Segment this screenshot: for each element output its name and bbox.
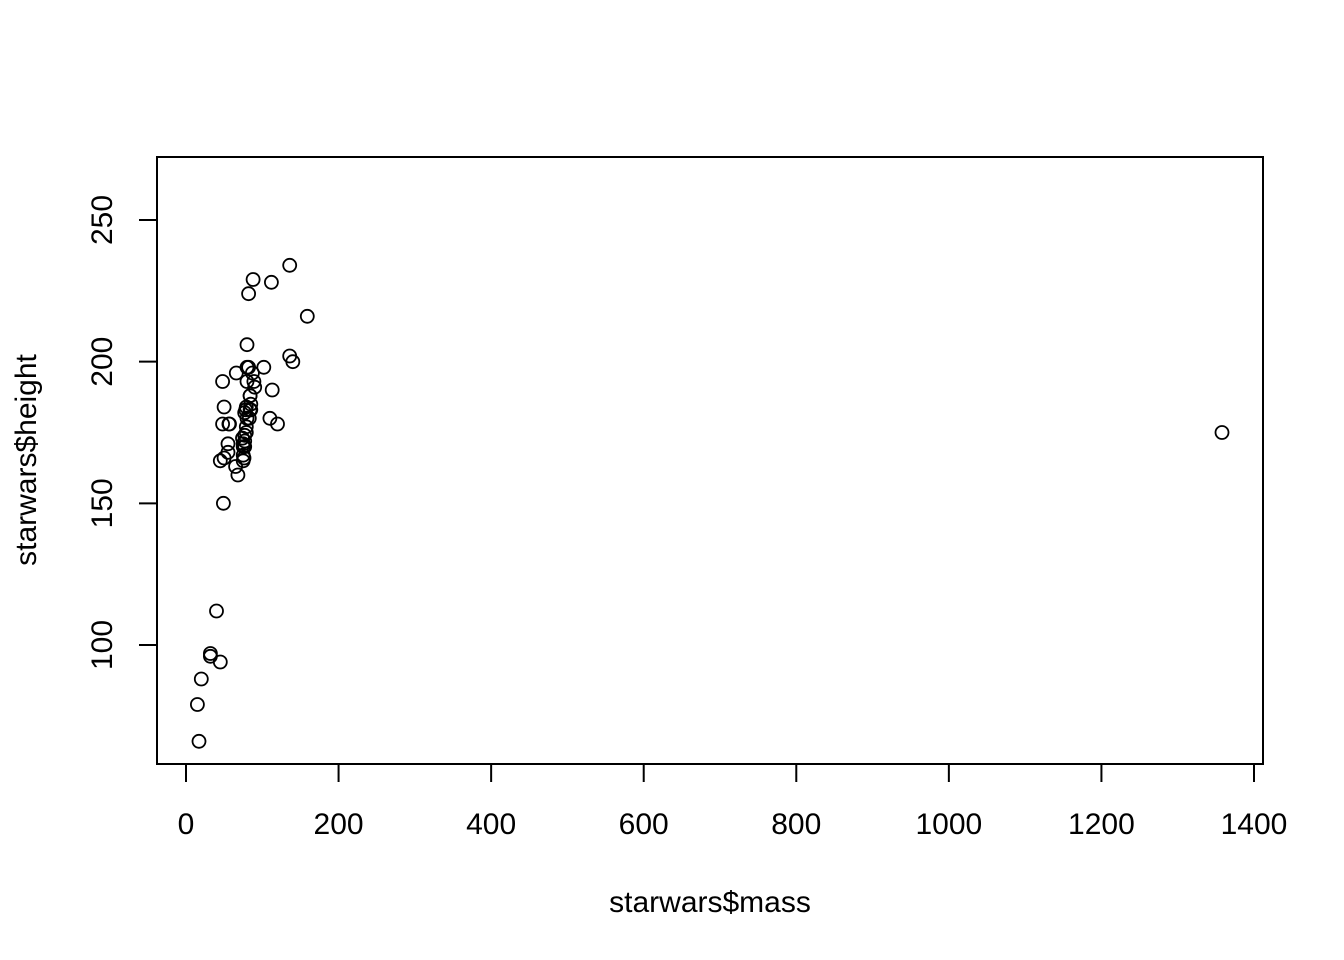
data-point — [282, 257, 298, 273]
data-point — [236, 450, 252, 466]
x-tick-label: 1000 — [915, 808, 982, 841]
data-point — [202, 646, 218, 661]
data-point — [209, 603, 224, 619]
data-point — [256, 359, 272, 375]
data-point — [264, 382, 280, 398]
data-point — [215, 416, 231, 432]
x-tick-label: 200 — [314, 808, 364, 841]
x-tick-label: 800 — [771, 808, 821, 841]
data-point — [222, 416, 237, 432]
data-point — [220, 444, 236, 460]
y-tick-label: 100 — [86, 620, 119, 670]
data-point — [245, 272, 261, 287]
data-point — [193, 671, 209, 687]
data-point — [212, 453, 228, 469]
x-tick-label: 400 — [466, 808, 516, 841]
data-point — [239, 374, 255, 389]
data-point — [238, 419, 254, 435]
data-point — [230, 467, 246, 483]
data-point — [241, 286, 257, 302]
y-tick-label: 200 — [86, 337, 119, 387]
data-point — [228, 459, 244, 474]
points-layer — [189, 257, 1230, 749]
y-tick-label: 250 — [86, 195, 119, 245]
data-point — [235, 436, 251, 452]
data-point — [285, 354, 301, 370]
data-point — [212, 654, 228, 670]
data-point — [1214, 425, 1230, 440]
x-tick-label: 600 — [619, 808, 669, 841]
data-point — [262, 410, 278, 426]
y-axis-title: starwars$height — [10, 353, 43, 565]
data-point — [299, 308, 315, 324]
data-point — [246, 374, 262, 389]
data-point — [220, 436, 236, 452]
data-point — [191, 733, 207, 749]
plot-frame — [156, 156, 1264, 765]
data-point — [216, 399, 232, 415]
data-point — [215, 374, 231, 389]
x-axis: 0 200 400 600 800 1000 1200 1400 — [178, 763, 1288, 841]
y-axis: 100 150 200 250 — [86, 195, 158, 670]
data-point — [239, 337, 255, 353]
data-point — [263, 274, 279, 290]
data-point — [237, 427, 253, 443]
data-point — [238, 399, 254, 415]
y-tick-label: 150 — [86, 478, 119, 528]
x-tick-label: 0 — [178, 808, 195, 841]
x-axis-title: starwars$mass — [609, 886, 811, 919]
x-tick-label: 1200 — [1068, 808, 1135, 841]
data-point — [189, 697, 205, 712]
data-point — [215, 495, 231, 511]
x-tick-label: 1400 — [1221, 808, 1288, 841]
